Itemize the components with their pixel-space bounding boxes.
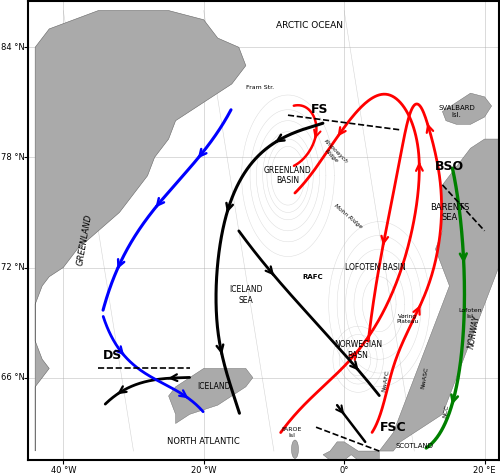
Text: 72 °N: 72 °N bbox=[1, 263, 24, 272]
Text: NCC: NCC bbox=[442, 404, 450, 418]
Text: DS: DS bbox=[103, 349, 122, 362]
Text: 0°: 0° bbox=[340, 466, 349, 475]
Polygon shape bbox=[35, 10, 246, 451]
Text: BSO: BSO bbox=[435, 160, 464, 173]
Text: 66 °N: 66 °N bbox=[1, 373, 24, 382]
Text: FS: FS bbox=[311, 103, 328, 116]
Text: NwASC: NwASC bbox=[420, 366, 430, 389]
Text: GREENLAND: GREENLAND bbox=[76, 213, 94, 266]
Text: Mohn Ridge: Mohn Ridge bbox=[332, 203, 362, 229]
Text: Lofoten
Isl.: Lofoten Isl. bbox=[458, 308, 482, 319]
Text: NwAFC: NwAFC bbox=[382, 370, 390, 393]
Polygon shape bbox=[323, 442, 379, 469]
Text: SCOTLAND: SCOTLAND bbox=[396, 443, 434, 448]
Polygon shape bbox=[379, 139, 498, 451]
Text: ARCTIC OCEAN: ARCTIC OCEAN bbox=[276, 21, 342, 30]
Text: RAFC: RAFC bbox=[302, 274, 323, 280]
Polygon shape bbox=[168, 369, 253, 424]
Text: NORTH ATLANTIC: NORTH ATLANTIC bbox=[168, 437, 240, 446]
Text: LOFOTEN BASIN: LOFOTEN BASIN bbox=[346, 263, 406, 272]
Text: Fram Str.: Fram Str. bbox=[246, 85, 274, 90]
Text: BARENTS
SEA: BARENTS SEA bbox=[430, 203, 469, 222]
Text: 78 °N: 78 °N bbox=[1, 153, 24, 162]
Circle shape bbox=[292, 440, 298, 458]
Text: 84 °N: 84 °N bbox=[1, 43, 24, 52]
Text: NORWEGIAN
BASN: NORWEGIAN BASN bbox=[334, 341, 382, 360]
Text: NORWAY: NORWAY bbox=[466, 314, 481, 349]
Text: 20 °E: 20 °E bbox=[474, 466, 496, 475]
Text: SVALBARD
Isl.: SVALBARD Isl. bbox=[438, 105, 475, 118]
Text: GREENLAND
BASIN: GREENLAND BASIN bbox=[264, 166, 312, 185]
Text: 40 °W: 40 °W bbox=[50, 466, 76, 475]
Text: 20 °W: 20 °W bbox=[191, 466, 216, 475]
Text: Knipowych
Ridge: Knipowych Ridge bbox=[318, 139, 348, 169]
Text: FAROE
Isl: FAROE Isl bbox=[282, 428, 302, 438]
Text: ICELAND: ICELAND bbox=[198, 382, 231, 391]
Text: ICELAND
SEA: ICELAND SEA bbox=[229, 285, 262, 305]
Text: Vøring
Plateau: Vøring Plateau bbox=[396, 314, 418, 324]
Text: FSC: FSC bbox=[380, 421, 406, 434]
Polygon shape bbox=[442, 93, 492, 124]
